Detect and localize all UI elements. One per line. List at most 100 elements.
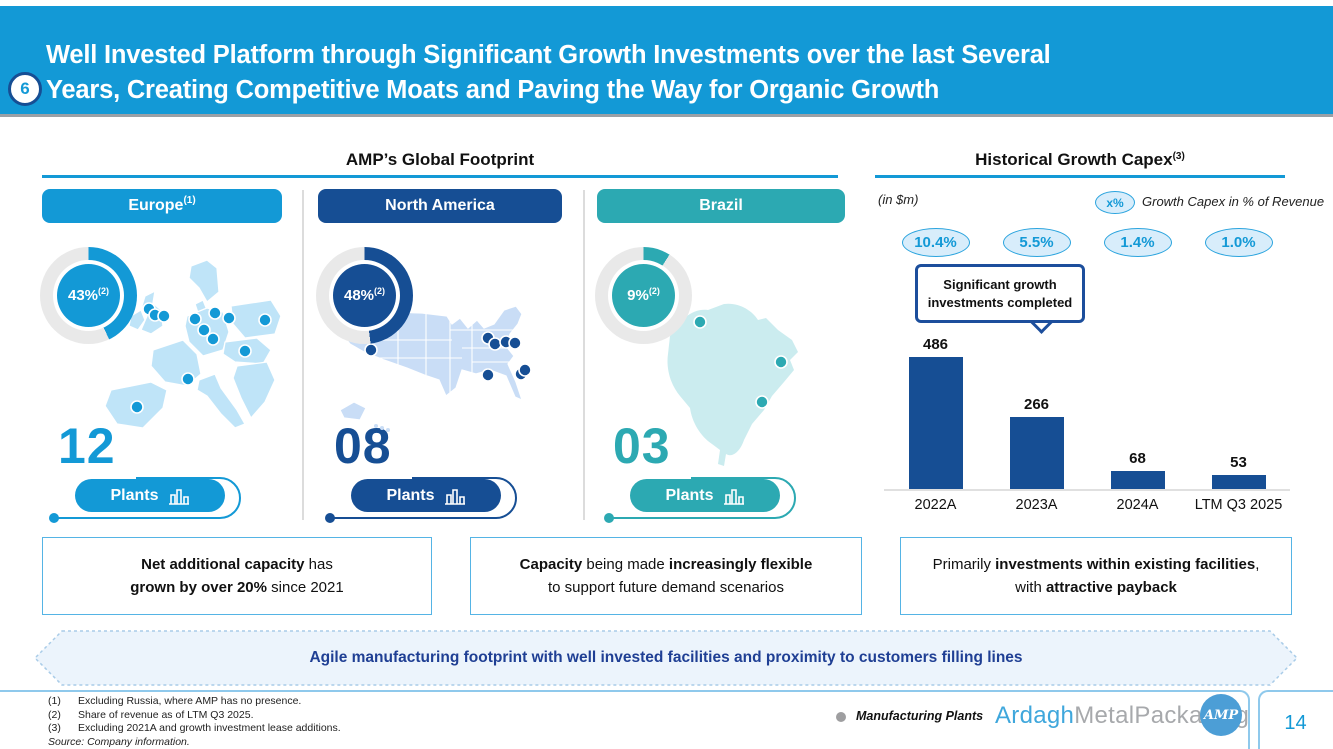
source-note: Source: Company information. xyxy=(48,735,190,748)
slide-number-badge-text: 6 xyxy=(20,79,30,98)
bar-slot: 486 xyxy=(885,336,986,489)
region-name: Brazil xyxy=(699,197,743,214)
footnote-number: (1) xyxy=(48,695,61,707)
category-label: 2022A xyxy=(914,497,957,513)
growth-capex-pct-oval: 10.4% xyxy=(901,228,970,257)
category-label: 2023A xyxy=(1015,497,1058,513)
region-header-brazil: Brazil xyxy=(597,189,845,223)
footnote-number: (3) xyxy=(48,722,61,735)
capex-legend-badge: x% xyxy=(1095,191,1135,214)
revenue-share-value: 48% xyxy=(343,287,375,304)
donut-center: 43% (2) xyxy=(57,264,120,327)
revenue-share-value: 9% xyxy=(627,287,649,304)
bar-value-label: 68 xyxy=(1129,450,1146,467)
slide-title-line1: Well Invested Platform through Significa… xyxy=(46,41,1051,69)
footnotes: (1) Excluding Russia, where AMP has no pr… xyxy=(48,695,341,749)
pct-slot: 1.4% xyxy=(1087,228,1188,257)
category-label: LTM Q3 2025 xyxy=(1194,497,1283,513)
footnote: (1) Excluding Russia, where AMP has no pr… xyxy=(48,695,341,709)
brazil-plants-pill: Plants xyxy=(630,479,780,512)
brazil-plants-bracket xyxy=(604,477,797,523)
europe-plants-bracket xyxy=(49,477,242,523)
insight-text: Primarily investments within existing fa… xyxy=(932,555,1260,596)
bar-slot: 53 xyxy=(1188,454,1289,489)
revenue-share-value: 43% xyxy=(67,287,99,304)
brazil-revenue-donut: 9% (2) xyxy=(595,247,692,344)
footnote: (2) Share of revenue as of LTM Q3 2025. xyxy=(48,709,341,723)
banner-text-content: Agile manufacturing footprint with well … xyxy=(309,649,1023,666)
page-number-cell: 14 xyxy=(1258,690,1333,749)
footnote-text: Excluding Russia, where AMP has no prese… xyxy=(78,695,302,707)
brazil-map xyxy=(667,303,798,466)
donut-center: 48% (2) xyxy=(333,264,396,327)
growth-capex-pct-oval: 1.0% xyxy=(1204,228,1273,257)
europe-map xyxy=(104,259,282,429)
capex-axis-line xyxy=(884,489,1290,491)
logo-text-ardagh: Ardagh xyxy=(995,702,1075,729)
slide-title: Well Invested Platform through Significa… xyxy=(46,38,1051,108)
footnote-text: Excluding 2021A and growth investment le… xyxy=(78,722,341,735)
plants-label: Plants xyxy=(665,486,714,504)
capex-bar xyxy=(1211,475,1266,489)
capex-callout-text: Significant growth investments completed xyxy=(927,277,1073,310)
column-divider xyxy=(302,190,304,520)
plants-label: Plants xyxy=(386,486,435,504)
north-america-plant-dots xyxy=(364,331,532,382)
capex-category-labels: 2022A 2023A 2024A LTM Q3 2025 xyxy=(885,497,1289,513)
europe-plants-pill: Plants xyxy=(75,479,225,512)
growth-capex-pct-oval: 1.4% xyxy=(1103,228,1172,257)
north-america-plants-pill: Plants xyxy=(351,479,501,512)
growth-capex-pct-oval: 5.5% xyxy=(1002,228,1071,257)
column-divider xyxy=(583,190,585,520)
header-shadow-line xyxy=(0,114,1333,117)
insight-box-investments: Primarily investments within existing fa… xyxy=(900,537,1292,615)
pct-slot: 1.0% xyxy=(1188,228,1289,257)
amp-logo-icon: AMP xyxy=(1200,694,1242,736)
insight-text: Capacity being made increasingly flexibl… xyxy=(519,555,813,596)
footnote: (3) Excluding 2021A and growth investment… xyxy=(48,722,341,736)
insight-text: Net additional capacity has grown by over… xyxy=(130,555,344,596)
bar-value-label: 486 xyxy=(922,336,949,353)
capex-title-text: Historical Growth Capex xyxy=(975,150,1173,169)
plants-label: Plants xyxy=(110,486,159,504)
capex-title-rule xyxy=(875,175,1285,178)
share-footnote-ref: (2) xyxy=(98,285,110,296)
insight-box-flexibility: Capacity being made increasingly flexibl… xyxy=(470,537,862,615)
bar-slot: 266 xyxy=(986,396,1087,489)
north-america-plants-bracket xyxy=(325,477,518,523)
slide-number-badge: 6 xyxy=(8,72,42,106)
insight-box-capacity-growth: Net additional capacity has grown by over… xyxy=(42,537,432,615)
capex-bar xyxy=(1110,471,1165,489)
region-name: North America xyxy=(385,197,495,214)
capex-bar xyxy=(1009,417,1064,489)
capex-unit-label: (in $m) xyxy=(878,192,919,207)
manufacturing-plants-legend-dot xyxy=(836,712,846,722)
donut-center: 9% (2) xyxy=(612,264,675,327)
amp-monogram-text: AMP xyxy=(1203,707,1239,723)
bar-value-label: 266 xyxy=(1023,396,1050,413)
header-bar: Well Invested Platform through Significa… xyxy=(0,6,1333,114)
factory-icon xyxy=(444,488,465,505)
footer-cell-border xyxy=(0,690,1250,749)
capex-title-footnote-ref: (3) xyxy=(1172,151,1185,162)
capex-bar-chart: 486 266 68 53 xyxy=(885,330,1289,489)
banner-arrow-shape xyxy=(34,630,1298,686)
region-footnote-ref: (1) xyxy=(183,194,196,206)
europe-plant-dots xyxy=(130,302,272,414)
factory-icon xyxy=(723,488,744,505)
capex-section-title: Historical Growth Capex(3) xyxy=(875,150,1285,170)
brazil-plant-dots xyxy=(693,315,788,409)
bar-slot: 68 xyxy=(1087,450,1188,489)
category-label: 2024A xyxy=(1116,497,1159,513)
footprint-section-title: AMP’s Global Footprint xyxy=(42,150,838,170)
capex-bar xyxy=(908,357,963,489)
capex-callout: Significant growth investments completed xyxy=(915,264,1085,324)
region-header-north-america: North America xyxy=(318,189,562,223)
bar-value-label: 53 xyxy=(1230,454,1247,471)
page-number: 14 xyxy=(1284,711,1307,734)
capex-legend-label: Growth Capex in % of Revenue xyxy=(1142,194,1325,209)
europe-plant-count: 12 xyxy=(58,418,116,474)
footnote-number: (2) xyxy=(48,708,61,721)
region-name: Europe xyxy=(128,197,184,214)
